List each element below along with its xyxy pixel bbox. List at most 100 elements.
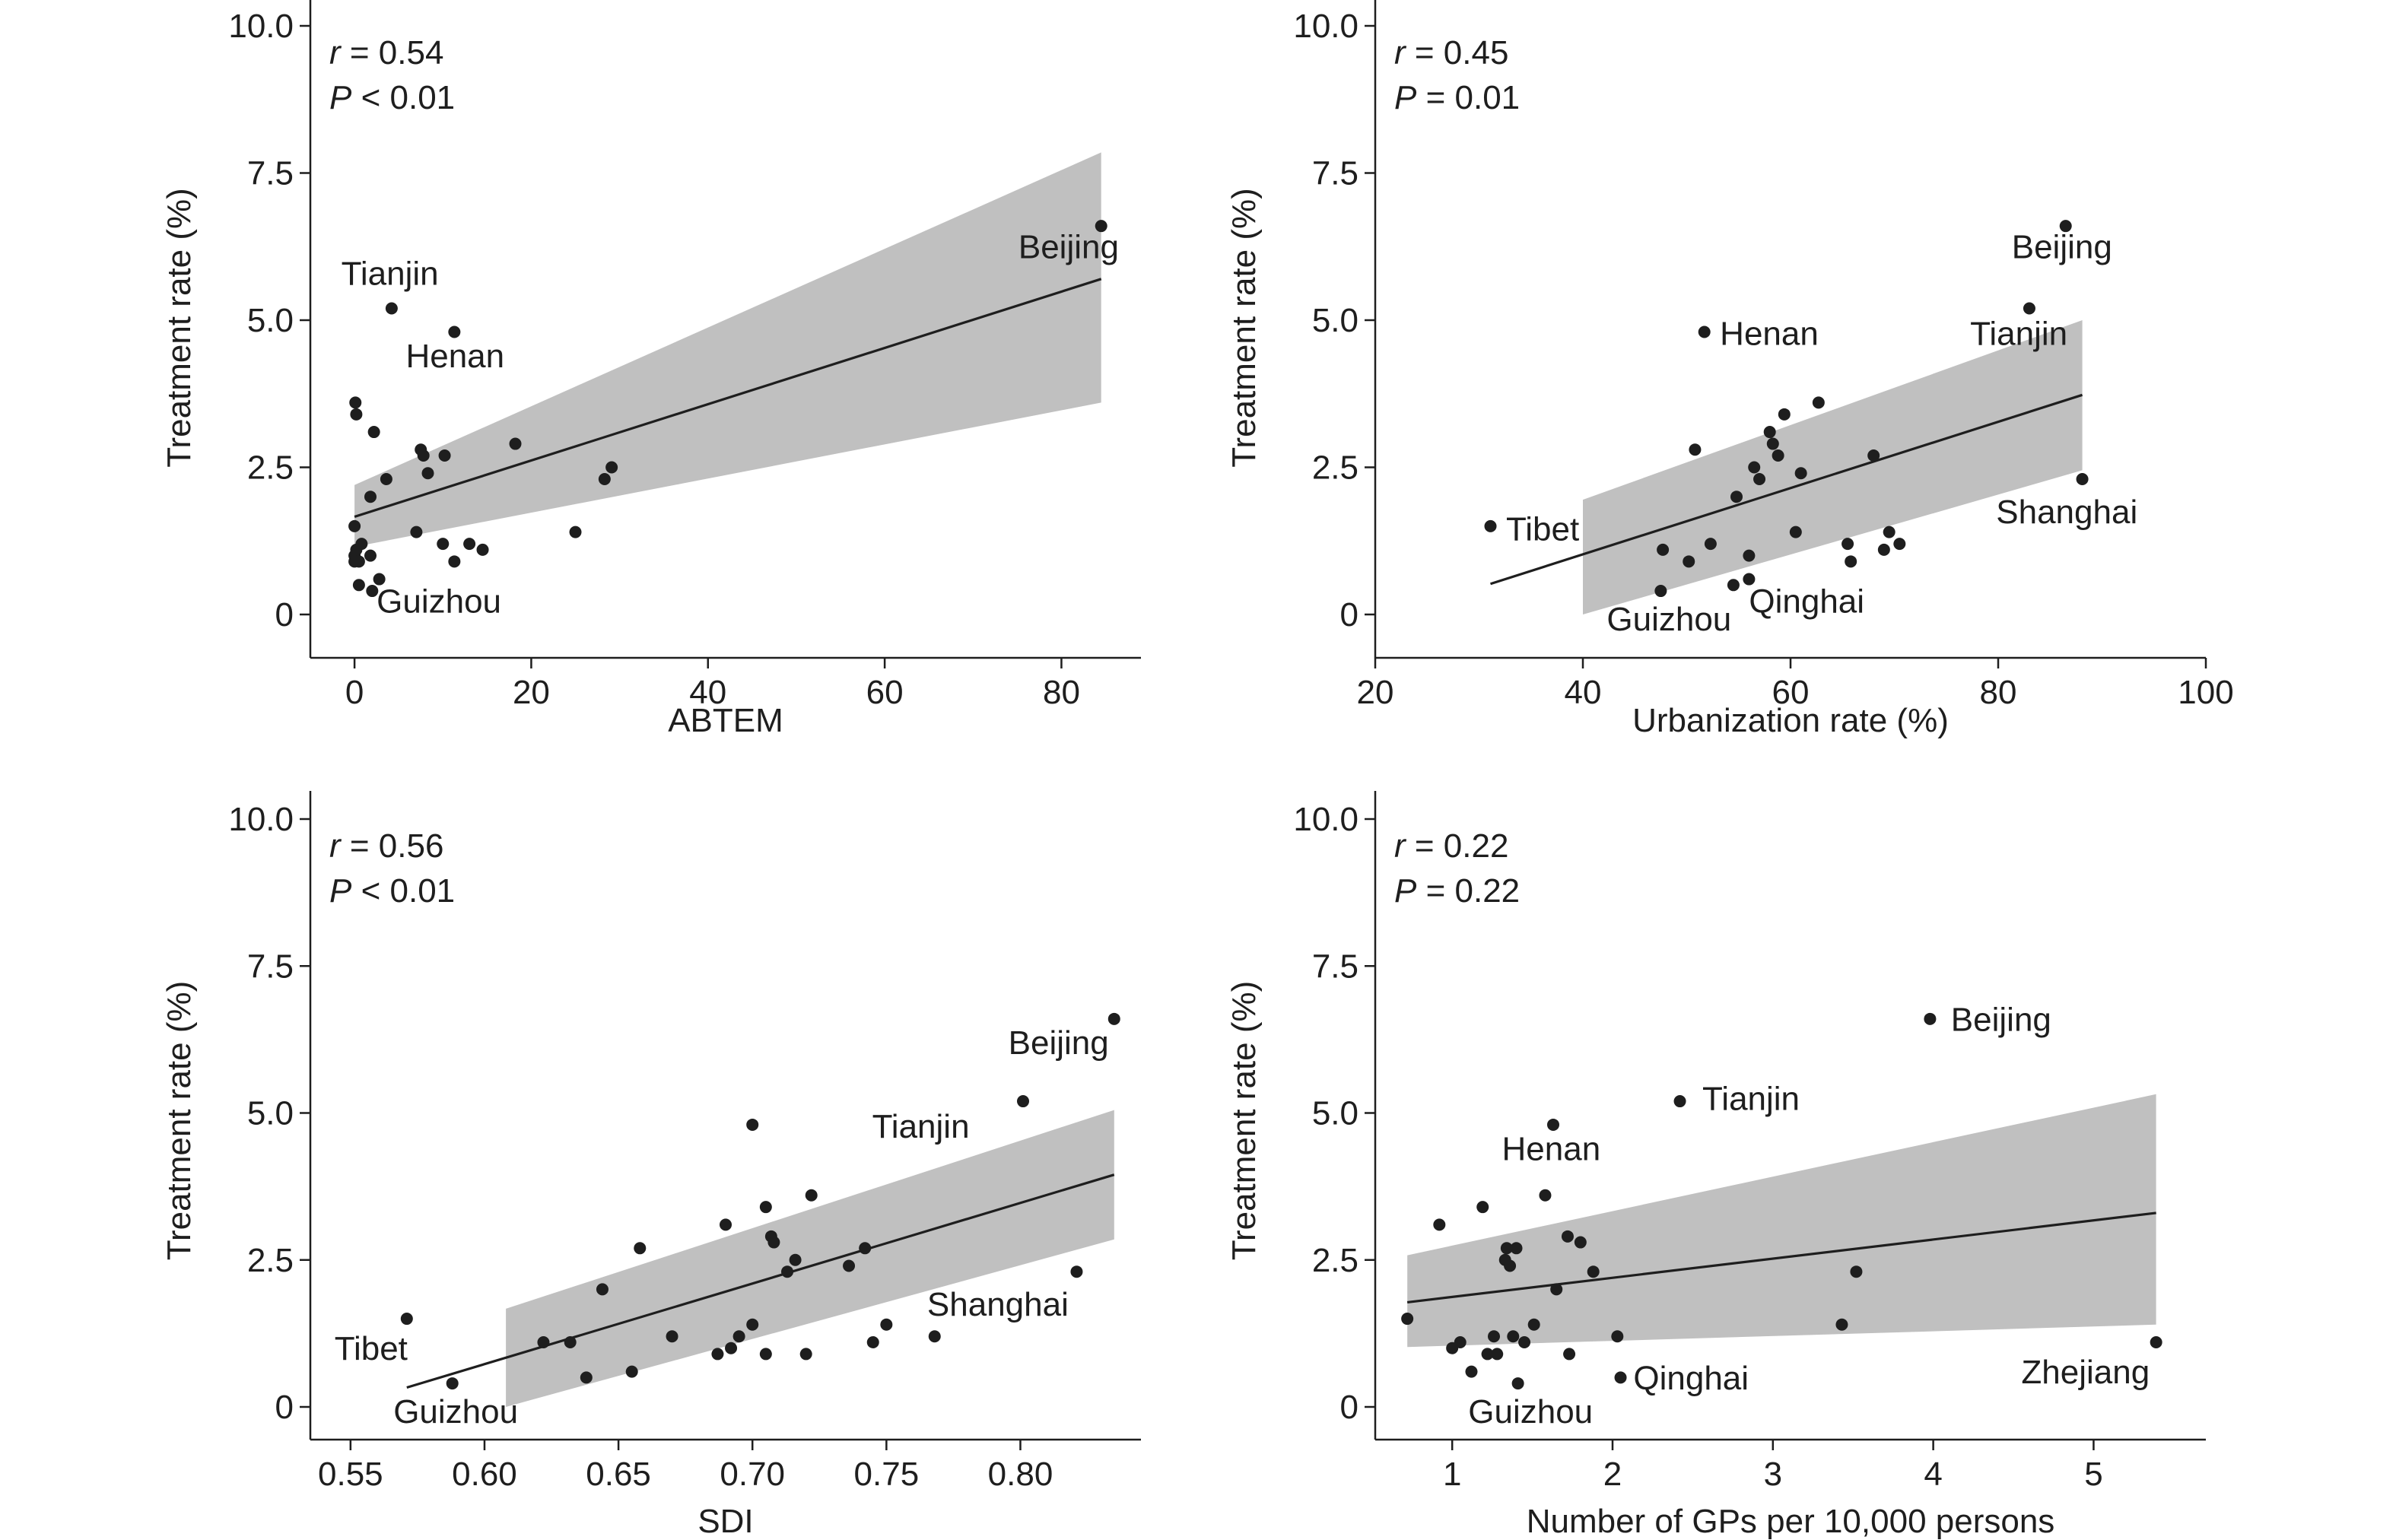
r-symbol: r <box>329 34 342 71</box>
point-label: Tianjin <box>872 1108 970 1145</box>
x-tick-label: 20 <box>1357 674 1394 711</box>
data-point <box>1657 543 1670 556</box>
y-tick-label: 2.5 <box>247 449 294 487</box>
data-point <box>2059 220 2072 233</box>
data-point <box>1877 543 1890 556</box>
point-label: Guizhou <box>377 583 501 621</box>
x-tick-label: 80 <box>1980 674 2017 711</box>
y-tick-label: 0 <box>275 596 294 633</box>
data-point <box>1539 1189 1552 1202</box>
data-point <box>1504 1259 1517 1272</box>
data-point <box>1883 526 1896 538</box>
data-point <box>759 1201 772 1214</box>
x-tick-label: 60 <box>866 674 904 711</box>
y-tick-label: 2.5 <box>247 1242 294 1279</box>
x-tick-label: 2 <box>1603 1456 1622 1493</box>
data-point <box>1730 491 1743 503</box>
data-point <box>1587 1265 1600 1278</box>
stats-annotation: r = 0.45 P = 0.01 <box>1394 34 1520 116</box>
data-point <box>666 1330 678 1343</box>
x-tick-label: 20 <box>513 674 550 711</box>
r-statistic: r = 0.22 <box>1394 827 1508 865</box>
data-point <box>417 449 430 462</box>
point-label: Tianjin <box>1702 1081 1800 1118</box>
data-point <box>781 1265 794 1278</box>
r-value: = 0.45 <box>1406 34 1509 71</box>
data-point <box>1095 220 1107 233</box>
data-point <box>928 1330 941 1343</box>
data-point <box>1763 426 1776 439</box>
chart-panel-3: 0 2.5 5.0 7.5 10.0 0.55 0.60 0.65 0.70 0.75 0.80 SD… <box>160 791 1141 1540</box>
data-point <box>1491 1348 1504 1361</box>
data-point <box>866 1335 879 1348</box>
r-value: = 0.54 <box>341 34 444 71</box>
point-label: Guizhou <box>1468 1393 1593 1430</box>
data-point <box>1017 1095 1030 1108</box>
p-value: < 0.01 <box>351 79 455 116</box>
r-statistic: r = 0.45 <box>1394 34 1508 71</box>
x-tick-label: 40 <box>1565 674 1602 711</box>
x-tick-label: 80 <box>1043 674 1080 711</box>
point-label: Shanghai <box>1996 494 2137 531</box>
data-point <box>2023 302 2035 315</box>
r-statistic: r = 0.56 <box>329 827 443 865</box>
data-point <box>1772 449 1784 462</box>
data-point <box>1547 1118 1559 1131</box>
data-point <box>438 449 451 462</box>
data-point <box>767 1236 780 1249</box>
x-tick-label: 40 <box>689 674 726 711</box>
data-point <box>1748 461 1761 474</box>
data-point <box>625 1365 638 1378</box>
p-value: = 0.22 <box>1416 872 1520 910</box>
data-point <box>1561 1230 1574 1243</box>
data-point <box>349 396 362 409</box>
y-tick-label: 5.0 <box>247 1095 294 1132</box>
p-statistic: P = 0.01 <box>1394 79 1520 116</box>
data-point <box>2150 1335 2162 1348</box>
y-tick-label: 5.0 <box>247 302 294 339</box>
y-tick-label: 0 <box>1340 596 1358 633</box>
data-point <box>1511 1377 1524 1390</box>
data-point <box>437 538 450 551</box>
x-tick-label: 0.80 <box>988 1456 1053 1493</box>
point-label: Tibet <box>335 1330 408 1367</box>
stats-annotation: r = 0.54 P < 0.01 <box>329 34 455 116</box>
r-symbol: r <box>1394 34 1407 71</box>
point-label: Beijing <box>2012 229 2112 266</box>
x-axis-title: Urbanization rate (%) <box>1632 702 1949 739</box>
p-statistic: P = 0.22 <box>1394 872 1520 910</box>
data-point <box>564 1335 577 1348</box>
regression-line <box>354 278 1102 519</box>
data-point <box>1510 1242 1523 1255</box>
chart-panel-1: 0 2.5 5.0 7.5 10.0 0 20 40 60 80 ABTEM Treatment ra… <box>160 0 1141 739</box>
point-label: Qinghai <box>1633 1360 1749 1397</box>
x-axis-title: Number of GPs per 10,000 persons <box>1527 1503 2055 1540</box>
data-point <box>1446 1342 1459 1354</box>
data-point <box>580 1371 593 1384</box>
point-label: Zhejiang <box>2021 1354 2150 1391</box>
point-label: Beijing <box>1018 229 1119 266</box>
p-symbol: P <box>1394 79 1417 116</box>
data-point <box>1563 1348 1576 1361</box>
r-value: = 0.22 <box>1406 827 1509 865</box>
data-point <box>759 1348 772 1361</box>
x-axis-title: ABTEM <box>668 702 783 739</box>
x-tick-label: 100 <box>2178 674 2233 711</box>
y-tick-label: 0 <box>1340 1389 1358 1426</box>
data-point <box>1789 526 1802 538</box>
data-point <box>1835 1318 1848 1331</box>
data-point <box>1673 1095 1686 1108</box>
data-point <box>1867 449 1880 462</box>
data-point <box>380 472 392 485</box>
data-point <box>711 1348 724 1361</box>
p-value: < 0.01 <box>351 872 455 910</box>
data-point <box>1841 538 1854 551</box>
data-point <box>1070 1265 1083 1278</box>
r-symbol: r <box>329 827 342 865</box>
point-label: Henan <box>1502 1130 1601 1167</box>
data-point <box>476 543 489 556</box>
confidence-band <box>506 1110 1114 1407</box>
data-point <box>1465 1365 1478 1378</box>
y-tick-label: 2.5 <box>1312 449 1358 487</box>
